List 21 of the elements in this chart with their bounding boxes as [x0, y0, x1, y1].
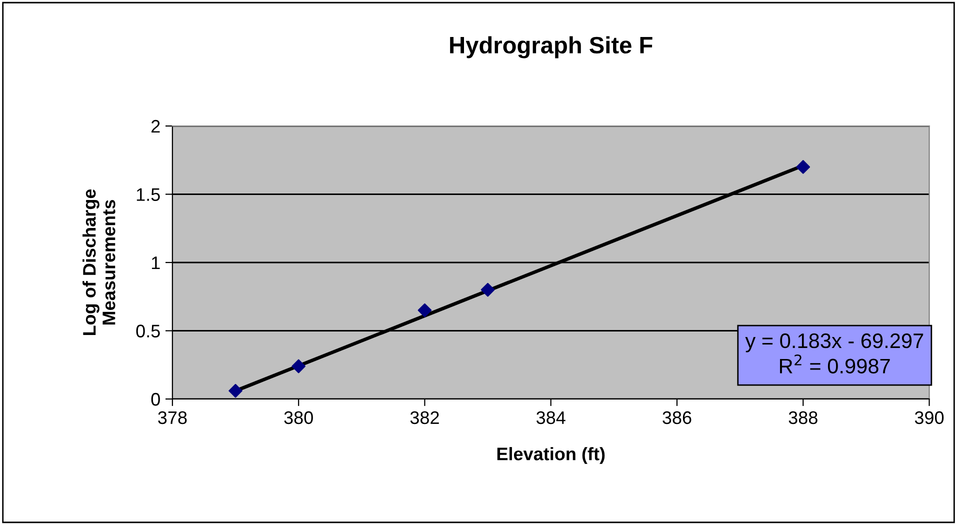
- point: [292, 359, 306, 374]
- x-tick-label: 384: [536, 411, 566, 424]
- point: [480, 282, 495, 297]
- x-tick-label: 388: [788, 411, 818, 424]
- x-tick-label: 386: [662, 411, 692, 424]
- chart-title: Hydrograph Site F: [450, 36, 652, 58]
- annotation: y = 0.183x - 69.297 R$^{2}$ = 0.9987: [745, 333, 924, 374]
- x-tick-label: 382: [410, 411, 439, 424]
- x-tick-label: 378: [158, 411, 187, 424]
- y-tick-label: 0.5: [136, 324, 160, 338]
- x-tick-label: 390: [914, 411, 944, 424]
- y-tick-label: 2: [152, 120, 160, 133]
- y-axis-title: Log of Discharge Measurements: [82, 189, 116, 336]
- x-tick-label: 380: [284, 411, 313, 424]
- y-tick-label: 0: [151, 392, 160, 406]
- y-tick-label: 1.5: [136, 188, 160, 201]
- x-axis-title: Elevation (ft): [497, 447, 605, 464]
- point: [418, 303, 432, 318]
- point: [796, 160, 810, 174]
- y-tick-label: 1: [152, 256, 160, 270]
- point: [228, 384, 242, 398]
